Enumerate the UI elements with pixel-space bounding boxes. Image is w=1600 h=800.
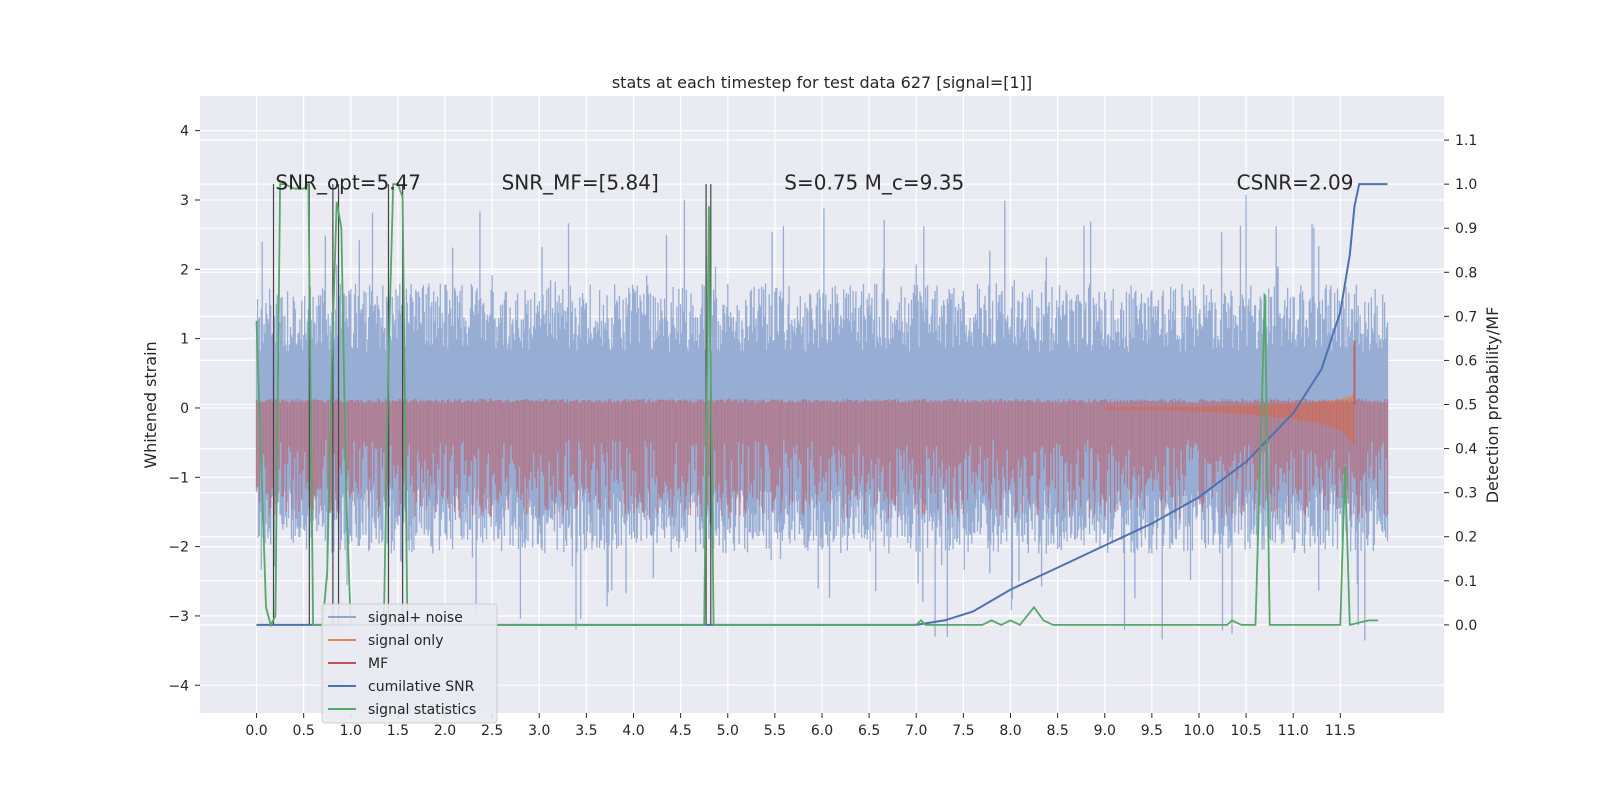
y2-tick-label: 0.7 [1455, 309, 1477, 325]
y-tick-label: 3 [180, 193, 189, 209]
x-tick-label: 7.5 [952, 723, 974, 739]
annotations: SNR_opt=5.47 SNR_MF=[5.84] S=0.75 M_c=9.35… [275, 171, 1353, 195]
legend-label: signal statistics [368, 702, 476, 718]
x-tick-label: 9.0 [1094, 723, 1116, 739]
y-tick-label: −3 [168, 609, 189, 625]
y-tick-label: 2 [180, 262, 189, 278]
chart-title: stats at each timestep for test data 627… [612, 73, 1032, 92]
x-tick-label: 6.5 [858, 723, 880, 739]
x-tick-label: 1.5 [387, 723, 409, 739]
x-axis-ticks: 0.0 0.5 1.0 1.5 2.0 2.5 3.0 3.5 4.0 4.5 5.0 5.5 6.0 6… [245, 713, 1356, 739]
signal-only-series [1104, 392, 1355, 447]
y2-tick-label: 1.0 [1455, 177, 1477, 193]
x-tick-label: 4.5 [670, 723, 692, 739]
y2-tick-label: 0.5 [1455, 398, 1477, 414]
signal-statistics-series [255, 182, 1378, 628]
x-tick-label: 8.0 [999, 723, 1021, 739]
y2-tick-label: 0.1 [1455, 574, 1477, 590]
x-tick-label: 11.0 [1278, 723, 1309, 739]
x-tick-label: 3.5 [575, 723, 597, 739]
x-tick-label: 10.5 [1231, 723, 1262, 739]
y-axis-ticks: 4 3 2 1 0 −1 −2 −3 −4 [168, 124, 200, 694]
y2-tick-label: 0.0 [1455, 618, 1477, 634]
y2-tick-label: 0.8 [1455, 265, 1477, 281]
annotation-text: CSNR=2.09 [1237, 171, 1354, 195]
y-tick-label: 4 [180, 124, 189, 140]
legend-label: cumilative SNR [368, 679, 475, 695]
annotation-text: SNR_MF=[5.84] [502, 171, 659, 195]
y2-tick-label: 0.2 [1455, 530, 1477, 546]
x-tick-label: 7.0 [905, 723, 927, 739]
cumulative-snr-series [256, 183, 1388, 626]
legend-label: signal+ noise [368, 610, 463, 626]
x-tick-label: 2.5 [481, 723, 503, 739]
y-tick-label: −4 [168, 678, 189, 694]
legend-box [321, 603, 498, 724]
x-tick-label: 1.0 [340, 723, 362, 739]
x-tick-label: 5.5 [764, 723, 786, 739]
x-tick-label: 0.0 [245, 723, 267, 739]
y2-tick-label: 1.1 [1455, 133, 1477, 149]
x-tick-label: 10.0 [1183, 723, 1214, 739]
plot-area [255, 182, 1389, 641]
y2-tick-label: 0.3 [1455, 486, 1477, 502]
y-axis-label: Whitened strain [141, 341, 160, 468]
annotation-text: SNR_opt=5.47 [275, 171, 421, 195]
y2-tick-label: 0.9 [1455, 221, 1477, 237]
y2-axis-label: Detection probability/MF [1483, 307, 1502, 504]
legend-label: signal only [368, 633, 443, 649]
y2-axis-ticks: 1.1 1.0 0.9 0.8 0.7 0.6 0.5 0.4 0.3 0.2 0.1 0.0 [1444, 133, 1477, 634]
legend: signal+ noise signal only MF cumilative SNR… [321, 603, 498, 724]
x-tick-label: 2.0 [434, 723, 456, 739]
x-tick-label: 8.5 [1046, 723, 1068, 739]
y2-tick-label: 0.4 [1455, 442, 1477, 458]
x-tick-label: 6.0 [811, 723, 833, 739]
x-tick-label: 5.0 [717, 723, 739, 739]
y-tick-label: −1 [168, 470, 189, 486]
y2-tick-label: 0.6 [1455, 353, 1477, 369]
x-tick-label: 11.5 [1325, 723, 1356, 739]
x-tick-label: 9.5 [1141, 723, 1163, 739]
y-tick-label: 1 [180, 332, 189, 348]
y-tick-label: −2 [168, 540, 189, 556]
x-tick-label: 3.0 [528, 723, 550, 739]
legend-label: MF [368, 656, 388, 672]
x-tick-label: 0.5 [293, 723, 315, 739]
y-tick-label: 0 [180, 401, 189, 417]
mf-series [255, 398, 1389, 520]
x-tick-label: 4.0 [622, 723, 644, 739]
annotation-text: S=0.75 M_c=9.35 [784, 171, 964, 195]
